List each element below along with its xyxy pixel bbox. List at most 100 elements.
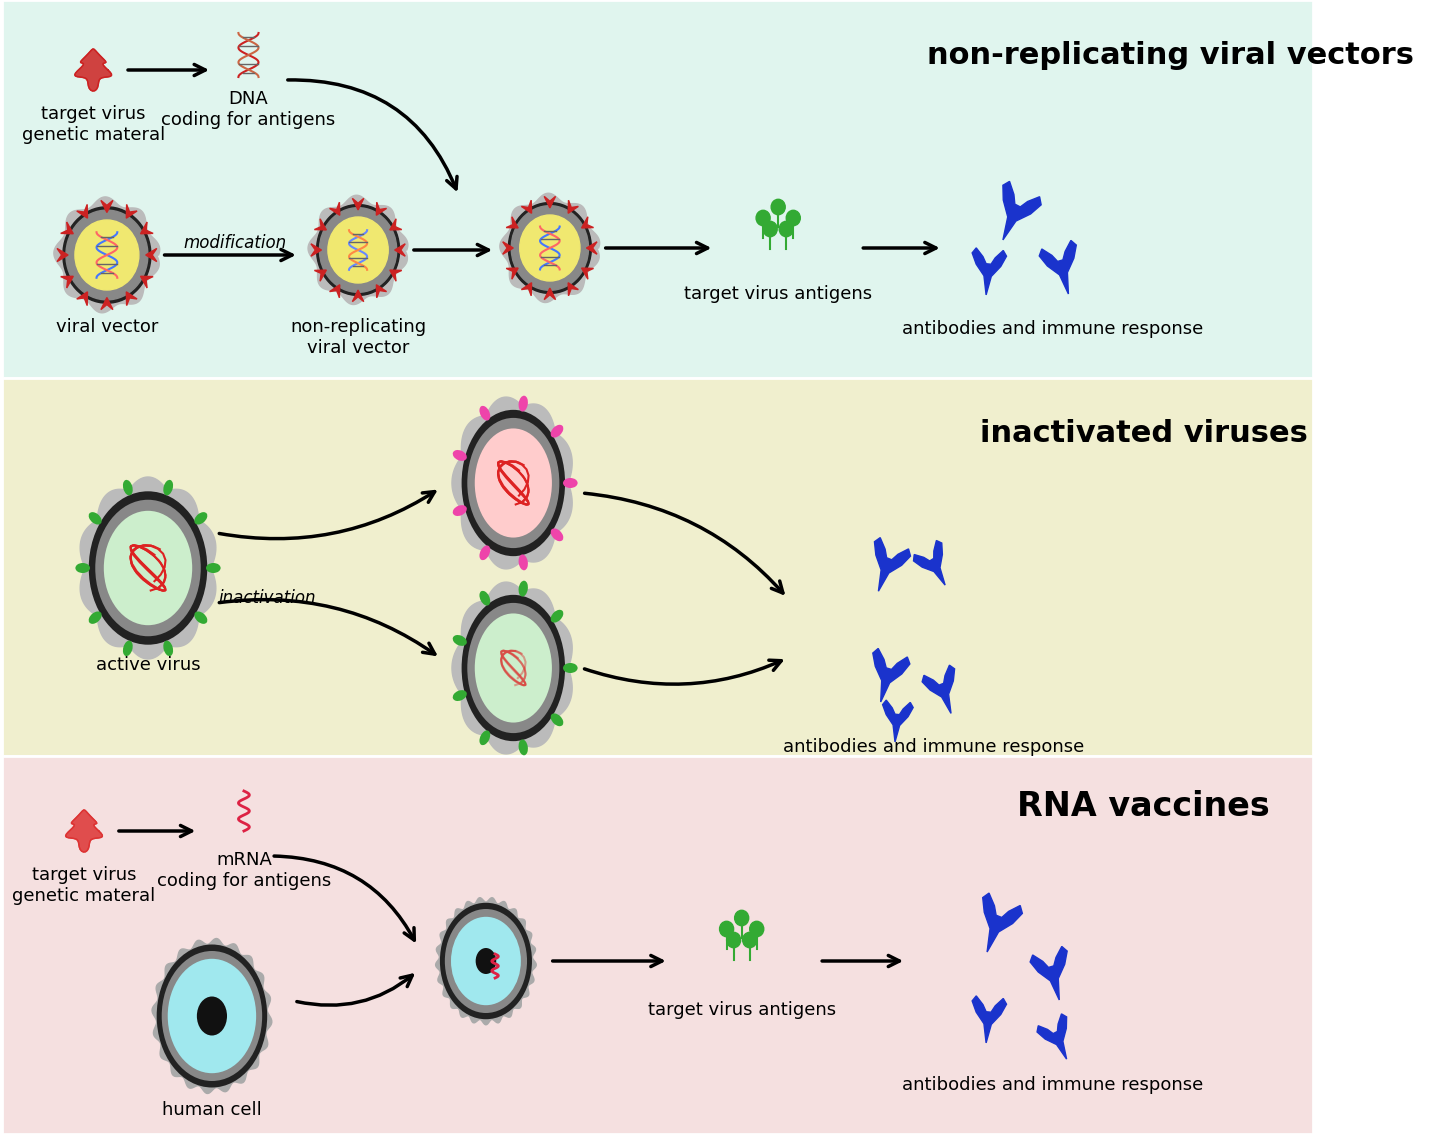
- Polygon shape: [57, 248, 67, 262]
- Polygon shape: [435, 898, 536, 1025]
- Polygon shape: [544, 288, 556, 299]
- Polygon shape: [312, 244, 322, 256]
- Polygon shape: [75, 49, 112, 91]
- Ellipse shape: [162, 951, 263, 1081]
- Polygon shape: [80, 477, 215, 659]
- Circle shape: [511, 205, 589, 290]
- Circle shape: [771, 200, 785, 214]
- Polygon shape: [1037, 1014, 1067, 1059]
- Polygon shape: [505, 268, 518, 279]
- Polygon shape: [883, 700, 913, 742]
- Text: non-replicating viral vectors: non-replicating viral vectors: [928, 41, 1414, 69]
- Ellipse shape: [103, 510, 192, 625]
- Ellipse shape: [461, 595, 564, 742]
- Circle shape: [66, 210, 148, 299]
- Ellipse shape: [164, 480, 174, 496]
- Polygon shape: [972, 248, 1007, 295]
- Circle shape: [520, 215, 580, 281]
- Polygon shape: [395, 244, 405, 256]
- Text: DNA
coding for antigens: DNA coding for antigens: [161, 90, 336, 129]
- Text: target virus antigens: target virus antigens: [684, 285, 872, 303]
- Circle shape: [787, 210, 800, 226]
- Ellipse shape: [89, 611, 102, 624]
- Ellipse shape: [445, 909, 527, 1013]
- Polygon shape: [873, 649, 910, 702]
- Polygon shape: [76, 291, 88, 305]
- Polygon shape: [376, 202, 386, 215]
- Polygon shape: [452, 582, 572, 754]
- Ellipse shape: [550, 528, 563, 541]
- Bar: [1, 0, 1314, 378]
- Polygon shape: [521, 201, 531, 213]
- Circle shape: [319, 208, 396, 293]
- Ellipse shape: [451, 916, 521, 1005]
- Text: target virus
genetic materal: target virus genetic materal: [13, 866, 155, 905]
- Circle shape: [763, 221, 777, 237]
- Polygon shape: [452, 397, 572, 569]
- Text: non-replicating
viral vector: non-replicating viral vector: [290, 318, 426, 357]
- Circle shape: [75, 220, 139, 290]
- Polygon shape: [582, 268, 593, 279]
- Text: RNA vaccines: RNA vaccines: [1017, 789, 1269, 822]
- Ellipse shape: [480, 545, 490, 560]
- Ellipse shape: [480, 591, 490, 606]
- Circle shape: [316, 204, 399, 296]
- Polygon shape: [152, 939, 271, 1093]
- Ellipse shape: [480, 406, 490, 421]
- Polygon shape: [582, 217, 593, 228]
- Ellipse shape: [123, 641, 132, 657]
- Polygon shape: [544, 196, 556, 208]
- Polygon shape: [60, 277, 73, 288]
- Ellipse shape: [518, 555, 528, 570]
- Ellipse shape: [452, 635, 467, 646]
- Ellipse shape: [467, 603, 560, 733]
- Polygon shape: [314, 219, 326, 230]
- Polygon shape: [55, 197, 159, 313]
- Ellipse shape: [168, 959, 256, 1073]
- Polygon shape: [972, 996, 1007, 1043]
- Text: inactivated viruses: inactivated viruses: [979, 418, 1307, 448]
- Polygon shape: [503, 242, 513, 254]
- Ellipse shape: [550, 610, 563, 623]
- Polygon shape: [66, 810, 102, 852]
- Ellipse shape: [475, 429, 551, 538]
- Polygon shape: [586, 242, 597, 254]
- Polygon shape: [352, 290, 363, 302]
- Text: target virus antigens: target virus antigens: [648, 1001, 836, 1019]
- Polygon shape: [505, 217, 518, 228]
- Circle shape: [780, 221, 793, 237]
- Polygon shape: [569, 201, 579, 213]
- Polygon shape: [500, 193, 600, 303]
- Polygon shape: [126, 291, 136, 305]
- Ellipse shape: [475, 948, 497, 974]
- Ellipse shape: [205, 562, 221, 573]
- Ellipse shape: [123, 480, 132, 496]
- Polygon shape: [982, 894, 1022, 953]
- Ellipse shape: [563, 663, 577, 672]
- Circle shape: [727, 932, 741, 948]
- Text: antibodies and immune response: antibodies and immune response: [902, 320, 1203, 338]
- Ellipse shape: [194, 611, 207, 624]
- Text: inactivation: inactivation: [218, 589, 316, 607]
- Bar: [1, 756, 1314, 1134]
- Circle shape: [757, 210, 770, 226]
- Ellipse shape: [89, 513, 102, 525]
- Text: antibodies and immune response: antibodies and immune response: [783, 738, 1084, 756]
- Ellipse shape: [194, 513, 207, 525]
- Ellipse shape: [563, 479, 577, 488]
- Ellipse shape: [439, 903, 531, 1019]
- Text: viral vector: viral vector: [56, 318, 158, 336]
- Ellipse shape: [467, 418, 560, 548]
- Bar: [1, 378, 1314, 756]
- Ellipse shape: [76, 562, 90, 573]
- Ellipse shape: [480, 730, 490, 745]
- Ellipse shape: [550, 713, 563, 726]
- Ellipse shape: [475, 613, 551, 722]
- Polygon shape: [141, 277, 154, 288]
- Text: modification: modification: [184, 234, 286, 252]
- Polygon shape: [101, 297, 113, 310]
- Polygon shape: [60, 222, 73, 234]
- Ellipse shape: [461, 409, 564, 556]
- Ellipse shape: [518, 581, 528, 596]
- Polygon shape: [922, 666, 955, 713]
